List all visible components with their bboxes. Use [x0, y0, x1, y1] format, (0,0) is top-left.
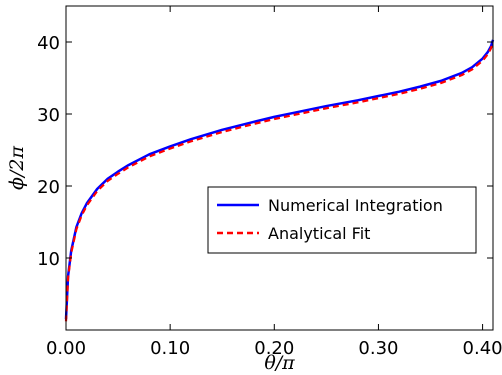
- legend: Numerical Integration Analytical Fit: [207, 186, 477, 254]
- plot-lines: [64, 39, 495, 322]
- legend-label-numerical: Numerical Integration: [268, 196, 443, 215]
- legend-label-analytical: Analytical Fit: [268, 224, 370, 243]
- plot-frame: [65, 5, 494, 331]
- x-axis-label: θ/π: [264, 352, 295, 374]
- series-line-numerical: [64, 39, 495, 320]
- series-line-analytical: [64, 41, 495, 322]
- x-tick-label: 0.30: [358, 338, 398, 359]
- y-tick-label: 30: [37, 105, 60, 126]
- y-tick-label: 20: [37, 177, 60, 198]
- x-tick-label: 0.20: [254, 338, 294, 359]
- y-axis-label: ϕ/2π: [6, 146, 28, 190]
- legend-box: [207, 186, 477, 254]
- x-tick-label: 0.10: [150, 338, 190, 359]
- tick-labels: 0.00 0.10 0.20 0.30 0.40 10 20 30 40: [37, 33, 502, 359]
- ticks: [65, 6, 493, 330]
- x-tick-label: 0.40: [463, 338, 502, 359]
- x-tick-label: 0.00: [46, 338, 86, 359]
- y-tick-label: 40: [37, 33, 60, 54]
- y-tick-label: 10: [37, 249, 60, 270]
